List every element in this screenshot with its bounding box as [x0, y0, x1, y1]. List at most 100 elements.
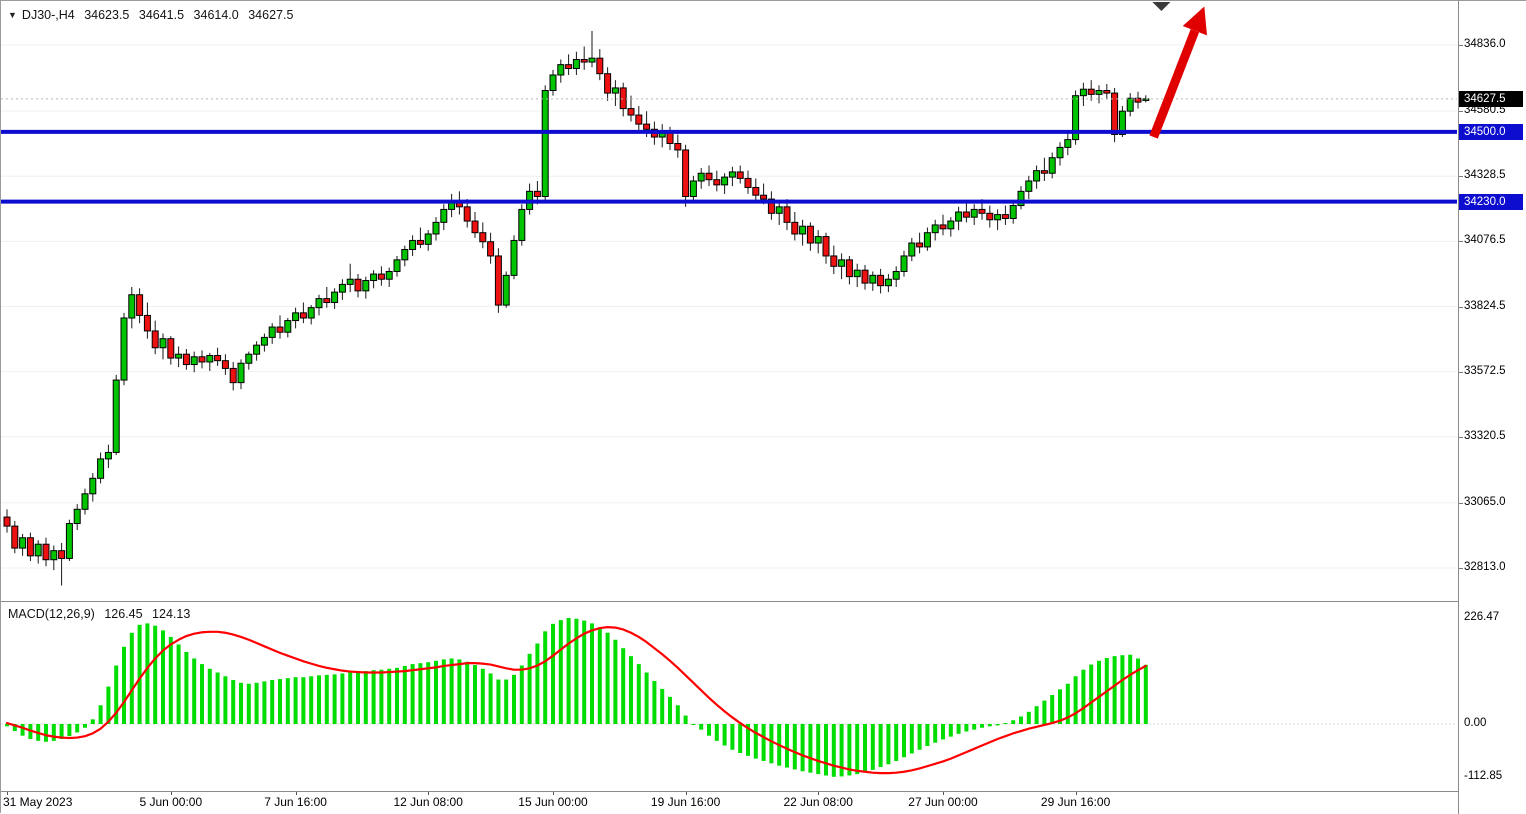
trend-arrow-shaft[interactable] — [1149, 29, 1200, 139]
bear-candle — [479, 232, 487, 243]
macd-histogram-bar — [785, 724, 789, 768]
macd-histogram-bar — [285, 678, 290, 724]
macd-histogram-bar — [738, 724, 743, 754]
macd-histogram-bar — [714, 724, 719, 741]
bear-candle — [416, 239, 424, 245]
time-axis[interactable]: 31 May 2023 5 Jun 00:00 7 Jun 16:00 12 Jun … — [1, 792, 1458, 814]
macd-signal-line — [5, 626, 1147, 775]
bear-candle — [845, 259, 853, 278]
macd-histogram-bar — [590, 623, 594, 724]
bear-candle — [767, 198, 775, 214]
bear-candle — [143, 314, 151, 332]
macd-histogram-bar — [223, 676, 228, 724]
bull-candle — [370, 273, 378, 282]
candlestick-chart[interactable] — [1, 1, 1457, 601]
bull-candle — [424, 233, 432, 245]
macd-histogram-bar — [59, 724, 64, 739]
macd-histogram-bar — [824, 724, 828, 776]
price-chart-pane[interactable]: ▼ DJ30-,H4 34623.5 34641.5 34614.0 34627.… — [1, 1, 1458, 602]
macd-histogram-bar — [769, 724, 774, 764]
bear-candle — [1134, 97, 1142, 103]
macd-histogram-bar — [878, 724, 883, 768]
bull-candle — [120, 317, 128, 381]
bull-candle — [947, 220, 955, 230]
macd-histogram-bar — [660, 688, 665, 724]
bull-candle — [97, 458, 105, 479]
bull-candle — [1056, 146, 1064, 159]
macd-histogram-bar — [597, 627, 602, 724]
macd-histogram-bar — [909, 724, 914, 754]
price-tick-label: 33065.0 — [1464, 495, 1506, 508]
macd-histogram-bar — [972, 724, 977, 730]
bull-candle — [775, 206, 783, 214]
macd-signal-value: 124.13 — [152, 607, 191, 621]
macd-histogram-bar — [956, 724, 961, 734]
macd-histogram-bar — [800, 724, 805, 772]
price-tick-label: 33572.5 — [1464, 364, 1506, 377]
price-axis-tickmark — [1459, 306, 1463, 308]
macd-histogram-bar — [67, 724, 72, 737]
price-axis-tickmark — [1459, 111, 1463, 113]
macd-histogram-bar — [106, 686, 111, 724]
macd-histogram-bar — [1089, 664, 1094, 724]
macd-histogram-bar — [75, 724, 80, 733]
bull-candle — [19, 537, 27, 549]
bear-candle — [713, 179, 721, 186]
price-tick-label: 34836.0 — [1464, 38, 1506, 50]
macd-histogram-bar — [1143, 664, 1148, 724]
bear-candle — [744, 177, 752, 188]
bull-candle — [1079, 88, 1087, 97]
macd-histogram-bar — [449, 658, 454, 724]
bear-candle — [1103, 90, 1111, 94]
macd-histogram-bar — [122, 646, 126, 724]
macd-histogram-bar — [129, 632, 134, 724]
bull-candle — [432, 221, 440, 235]
macd-histogram-bar — [574, 618, 579, 724]
macd-histogram-bar — [410, 664, 415, 724]
price-tick-label: 32813.0 — [1464, 561, 1506, 573]
macd-histogram-bar — [605, 632, 610, 724]
macd-histogram-bar — [387, 668, 392, 724]
price-axis-tickmark — [1459, 176, 1463, 178]
macd-histogram-bar — [504, 679, 509, 724]
bear-candle — [916, 242, 924, 248]
bull-candle — [385, 270, 393, 280]
bear-candle — [822, 236, 830, 257]
macd-histogram-bar — [215, 672, 220, 724]
price-axis-tickmark — [1459, 436, 1463, 438]
macd-histogram-bar — [933, 724, 938, 743]
macd-histogram-bar — [808, 724, 813, 773]
bull-candle — [401, 248, 409, 261]
macd-histogram-bar — [964, 724, 969, 732]
macd-indicator-pane[interactable]: MACD(12,26,9) 126.45 124.13 — [1, 602, 1458, 792]
macd-histogram-bar — [137, 624, 142, 724]
time-tick-label: 12 Jun 08:00 — [393, 795, 463, 809]
price-axis[interactable]: 34836.0 34580.5 34328.5 34076.5 33824.5 33572… — [1458, 1, 1526, 814]
time-tick-label: 5 Jun 00:00 — [139, 795, 203, 809]
price-tick-label: 34580.5 — [1464, 104, 1506, 117]
macd-histogram-bar — [707, 724, 711, 736]
macd-histogram-bar — [543, 631, 548, 724]
macd-histogram-bar — [675, 705, 680, 724]
bear-candle — [354, 278, 362, 292]
bull-candle — [440, 208, 448, 223]
macd-histogram-bar — [512, 674, 516, 724]
trend-arrow-head[interactable] — [1182, 6, 1208, 36]
time-axis-tickmark — [7, 792, 8, 795]
time-axis-tickmark — [553, 792, 554, 795]
bear-candle — [42, 543, 50, 561]
macd-chart[interactable] — [1, 602, 1457, 792]
macd-histogram-bar — [668, 696, 672, 724]
macd-histogram-bar — [1050, 694, 1055, 724]
macd-histogram-bar — [551, 623, 555, 724]
macd-main-value: 126.45 — [104, 607, 143, 621]
macd-histogram-bar — [636, 664, 641, 724]
macd-histogram-bar — [496, 679, 501, 724]
bull-candle — [955, 211, 963, 222]
time-tick-label: 22 Jun 08:00 — [783, 795, 853, 809]
macd-histogram-bar — [644, 672, 649, 724]
macd-histogram-bar — [1128, 654, 1133, 724]
bull-candle — [268, 326, 276, 338]
macd-histogram-bar — [722, 724, 727, 746]
bull-candle — [721, 176, 729, 186]
